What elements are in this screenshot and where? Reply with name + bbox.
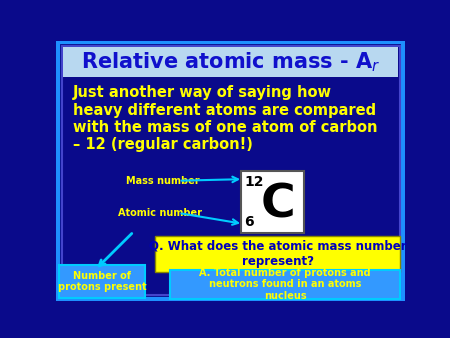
Text: Number of
protons present: Number of protons present — [58, 271, 146, 292]
Text: Mass number: Mass number — [126, 176, 200, 186]
Text: Atomic number: Atomic number — [118, 208, 202, 218]
FancyBboxPatch shape — [59, 265, 144, 298]
Text: Just another way of saying how
heavy different atoms are compared
with the mass : Just another way of saying how heavy dif… — [73, 85, 378, 152]
FancyBboxPatch shape — [241, 171, 304, 233]
Bar — [398, 41, 401, 301]
FancyBboxPatch shape — [58, 42, 404, 299]
Bar — [56, 41, 59, 301]
FancyBboxPatch shape — [155, 236, 400, 271]
FancyBboxPatch shape — [170, 270, 400, 298]
Text: C: C — [260, 183, 295, 228]
Bar — [58, 41, 62, 301]
Text: 6: 6 — [245, 215, 254, 229]
Text: A. Total number of protons and
neutrons found in an atoms
nucleus: A. Total number of protons and neutrons … — [199, 268, 371, 301]
Text: Relative atomic mass - A$_r$: Relative atomic mass - A$_r$ — [81, 50, 380, 74]
Bar — [396, 41, 399, 301]
Text: 12: 12 — [245, 175, 264, 189]
FancyBboxPatch shape — [63, 48, 398, 77]
Text: Q. What does the atomic mass number
represent?: Q. What does the atomic mass number repr… — [148, 240, 406, 268]
